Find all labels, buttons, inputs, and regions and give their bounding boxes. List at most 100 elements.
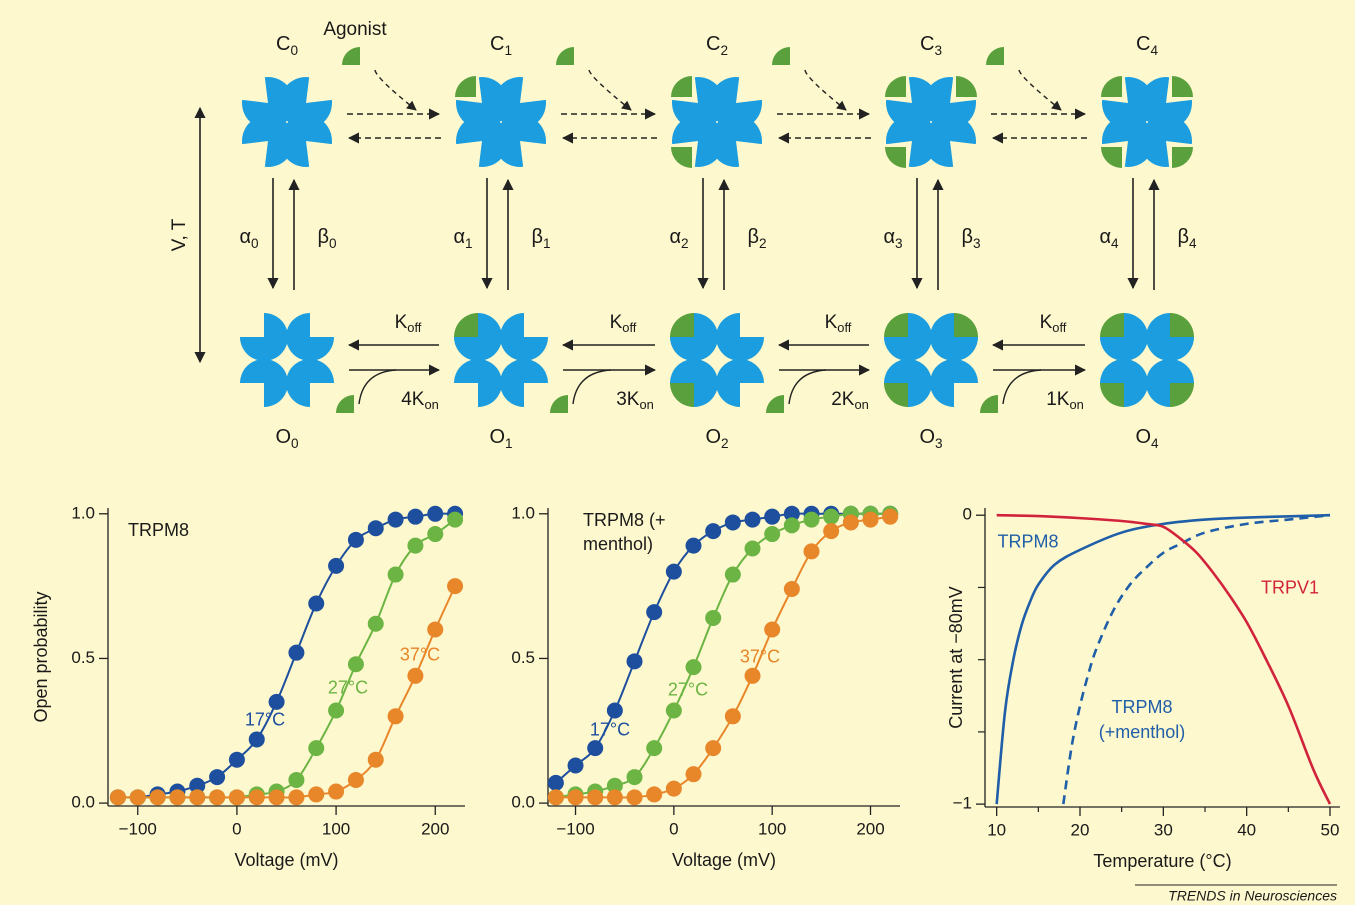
open-state-label: O3 xyxy=(919,426,942,450)
y-axis-label: Open probability xyxy=(31,591,51,722)
open-state-label-main: O xyxy=(275,426,291,448)
open-state-label-sub: 2 xyxy=(721,436,729,451)
free-agonist xyxy=(550,395,568,413)
data-point xyxy=(627,789,643,805)
beta-label: β3 xyxy=(961,226,980,250)
data-point xyxy=(784,517,800,533)
free-agonist xyxy=(772,47,790,65)
bound-agonist xyxy=(1170,313,1194,337)
x-tick-label: 40 xyxy=(1237,820,1256,839)
y-tick-label: 0.5 xyxy=(71,648,95,667)
closed-state-label: C4 xyxy=(1136,33,1158,57)
bound-agonist xyxy=(670,383,694,407)
subunit xyxy=(286,313,334,361)
beta-label-sub: 0 xyxy=(329,236,337,251)
data-point xyxy=(427,622,443,638)
beta-label: β4 xyxy=(1177,226,1197,250)
series-label: 37°C xyxy=(740,647,780,668)
alpha-label-sub: 3 xyxy=(895,236,903,251)
data-point xyxy=(407,538,423,554)
bound-agonist xyxy=(455,76,476,97)
series-label: 37°C xyxy=(400,645,440,666)
series-label: TRPM8 (+menthol) xyxy=(1087,695,1197,745)
y-axis-label: Current at −80mV xyxy=(946,586,966,729)
beta-label-sub: 3 xyxy=(973,236,981,251)
alpha-label-main: α xyxy=(239,226,251,248)
x-tick-label: 0 xyxy=(232,819,241,838)
subunit xyxy=(500,313,548,361)
kon-path xyxy=(359,370,396,404)
data-point xyxy=(388,512,404,528)
data-point xyxy=(745,541,761,557)
y-tick-label: 0 xyxy=(963,505,972,524)
closed-state-label: C3 xyxy=(920,33,942,57)
closed-state-label-sub: 0 xyxy=(290,43,298,58)
open-state-label-sub: 1 xyxy=(505,436,513,451)
koff-label-main: K xyxy=(1040,312,1053,333)
data-point xyxy=(288,645,304,661)
kon-label-main: 4K xyxy=(401,389,425,410)
bound-agonist xyxy=(1172,147,1193,168)
subunit xyxy=(924,115,976,167)
chart-title: TRPM8 (+ menthol) xyxy=(583,508,698,556)
subunit xyxy=(286,359,334,407)
data-point xyxy=(784,581,800,597)
data-point xyxy=(288,789,304,805)
koff-label: Koff xyxy=(1040,312,1067,335)
koff-label-sub: off xyxy=(1052,320,1067,335)
data-point xyxy=(863,512,879,528)
alpha-label: α4 xyxy=(1099,226,1119,250)
series-label: 27°C xyxy=(668,680,708,701)
bound-agonist xyxy=(671,147,692,168)
y-tick-label: 0.0 xyxy=(71,793,95,812)
alpha-label-main: α xyxy=(883,226,895,248)
x-tick-label: 200 xyxy=(421,819,449,838)
data-point xyxy=(804,512,820,528)
alpha-label: α3 xyxy=(883,226,902,250)
bound-agonist xyxy=(1101,147,1122,168)
kon-path xyxy=(1003,370,1041,404)
closed-state-label-main: C xyxy=(276,33,290,55)
data-point xyxy=(587,789,603,805)
series-line xyxy=(997,515,1330,804)
data-point xyxy=(447,578,463,594)
koff-label-main: K xyxy=(395,312,408,333)
data-point xyxy=(447,512,463,528)
data-point xyxy=(548,789,564,805)
data-point xyxy=(843,514,859,530)
x-axis-label: Temperature (°C) xyxy=(1093,851,1231,871)
figure: AgonistV, TC0O0α0β0C1O1α1β1C2O2α2β2C3O3α… xyxy=(0,0,1355,905)
data-point xyxy=(427,526,443,542)
data-point xyxy=(229,789,245,805)
data-point xyxy=(725,567,741,583)
bound-agonist xyxy=(670,313,694,337)
closed-state-label-sub: 4 xyxy=(1150,43,1158,58)
data-point xyxy=(308,740,324,756)
closed-state-label: C1 xyxy=(490,33,512,57)
data-point xyxy=(110,789,126,805)
bound-agonist xyxy=(884,383,908,407)
data-point xyxy=(288,772,304,788)
series-line xyxy=(1063,515,1330,804)
data-point xyxy=(407,668,423,684)
subunit xyxy=(280,115,332,167)
open-state-label: O0 xyxy=(275,426,299,450)
data-point xyxy=(666,564,682,580)
koff-label-main: K xyxy=(610,312,623,333)
subunit xyxy=(716,359,764,407)
open-state-label-sub: 3 xyxy=(935,436,943,451)
alpha-label-main: α xyxy=(669,226,681,248)
alpha-label-sub: 4 xyxy=(1111,236,1119,251)
alpha-label-main: α xyxy=(1099,226,1111,248)
vt-label: V, T xyxy=(169,218,190,251)
data-point xyxy=(646,604,662,620)
kon-label: 1Kon xyxy=(1046,389,1084,412)
koff-label: Koff xyxy=(395,312,422,335)
bound-agonist xyxy=(885,76,906,97)
open-state-label-main: O xyxy=(705,426,721,448)
bound-agonist xyxy=(1172,76,1193,97)
series-label: TRPV1 xyxy=(1261,578,1319,599)
data-point xyxy=(646,740,662,756)
closed-state-label: C0 xyxy=(276,33,298,57)
x-tick-label: 50 xyxy=(1321,820,1340,839)
